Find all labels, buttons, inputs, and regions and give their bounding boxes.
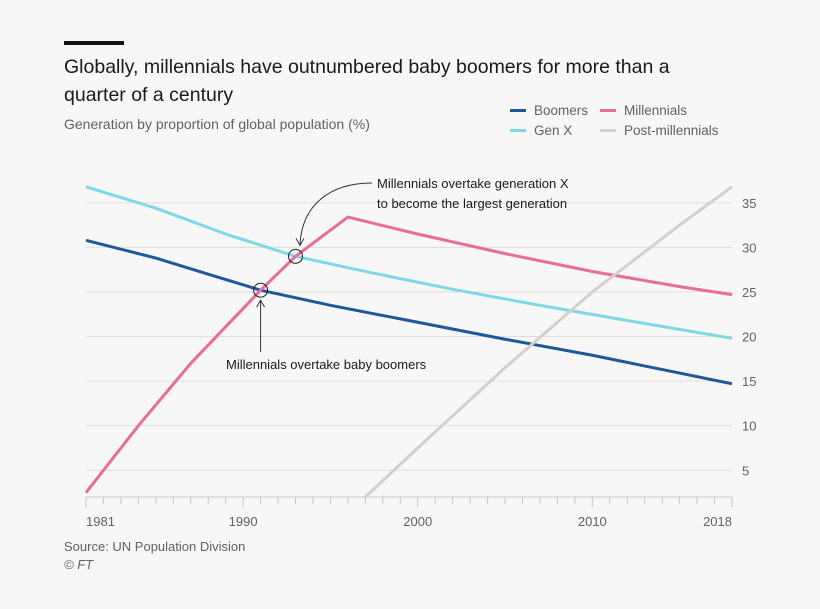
annotation-label: to become the largest generation <box>377 196 567 211</box>
series-line-gen-x <box>85 185 733 340</box>
source-note: Source: UN Population Division © FT <box>64 538 245 574</box>
x-tick-label: 2000 <box>403 514 432 529</box>
y-tick-label: 5 <box>742 463 749 478</box>
series-line-millennials <box>84 215 733 494</box>
y-tick-label: 20 <box>742 330 756 345</box>
annotation-label: Millennials overtake baby boomers <box>226 357 427 372</box>
chart-title: Globally, millennials have outnumbered b… <box>64 56 670 106</box>
legend-label: Gen X <box>534 123 573 138</box>
legend-boomers: Boomers <box>510 103 588 118</box>
legend-label: Millennials <box>624 103 688 118</box>
chart-subtitle: Generation by proportion of global popul… <box>64 116 370 132</box>
annotation-label: Millennials overtake generation X <box>377 176 569 191</box>
x-tick-label: 1981 <box>86 514 115 529</box>
legend-genx: Gen X <box>510 123 572 138</box>
series-line-post-millennials <box>364 185 733 499</box>
source-text: Source: UN Population Division <box>64 539 246 554</box>
y-tick-label: 15 <box>742 374 756 389</box>
x-tick-label: 2010 <box>578 514 607 529</box>
legend-swatch <box>600 109 616 112</box>
arrow-head <box>256 299 266 308</box>
arrow-head <box>295 238 305 247</box>
y-tick-label: 25 <box>742 285 756 300</box>
annotation-circle <box>288 248 304 264</box>
annotation-circle <box>253 282 269 298</box>
ft-accent-bar <box>64 41 124 45</box>
credit-text: © FT <box>64 557 94 572</box>
legend-label: Boomers <box>534 103 589 118</box>
legend-swatch <box>600 129 616 132</box>
annotation-arrow <box>299 182 373 245</box>
x-tick-label: 2018 <box>703 514 732 529</box>
y-tick-label: 35 <box>742 196 756 211</box>
legend-swatch <box>510 109 526 112</box>
x-tick-label: 1990 <box>229 514 258 529</box>
y-tick-label: 10 <box>742 419 756 434</box>
legend-post-millennials: Post-millennials <box>600 123 719 138</box>
series-line-boomers <box>85 238 733 386</box>
legend-label: Post-millennials <box>624 123 719 138</box>
y-tick-label: 30 <box>742 240 756 255</box>
legend-swatch <box>510 129 526 132</box>
legend-millennials: Millennials <box>600 103 687 118</box>
